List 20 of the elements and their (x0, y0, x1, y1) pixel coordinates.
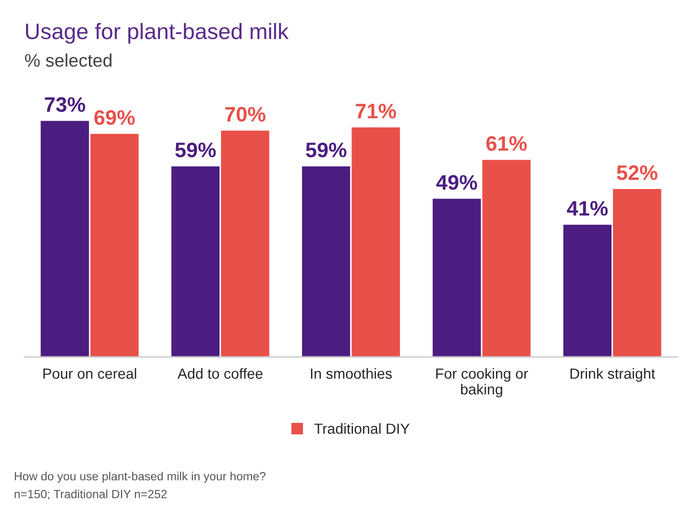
x-tick-label: In smoothies (310, 368, 392, 379)
x-tick-label: Pour on cereal (43, 368, 136, 379)
legend-label: Traditional DIY (314, 423, 410, 434)
data-label: 73% (44, 97, 86, 112)
text: How do you use plant-based milk in your home? (14, 472, 266, 483)
x-tick-label: Add to coffee (178, 368, 263, 379)
chart-subtitle: % selected (24, 54, 112, 67)
text: n=150; Traditional DIY n=252 (14, 490, 167, 500)
x-tick-label: Drink straight (570, 368, 656, 382)
chart-title: Usage for plant-based milk (26, 22, 289, 44)
data-label: 71% (356, 104, 396, 118)
data-label: 59% (306, 142, 346, 158)
data-label: 59% (175, 142, 216, 158)
data-label: 61% (486, 136, 527, 151)
data-label: 49% (436, 175, 478, 190)
data-label: 69% (94, 110, 135, 125)
data-label: 52% (616, 165, 658, 180)
data-label: 70% (225, 106, 266, 122)
data-label: 41% (566, 201, 608, 216)
x-tick-label: For cooking or baking (436, 368, 528, 398)
